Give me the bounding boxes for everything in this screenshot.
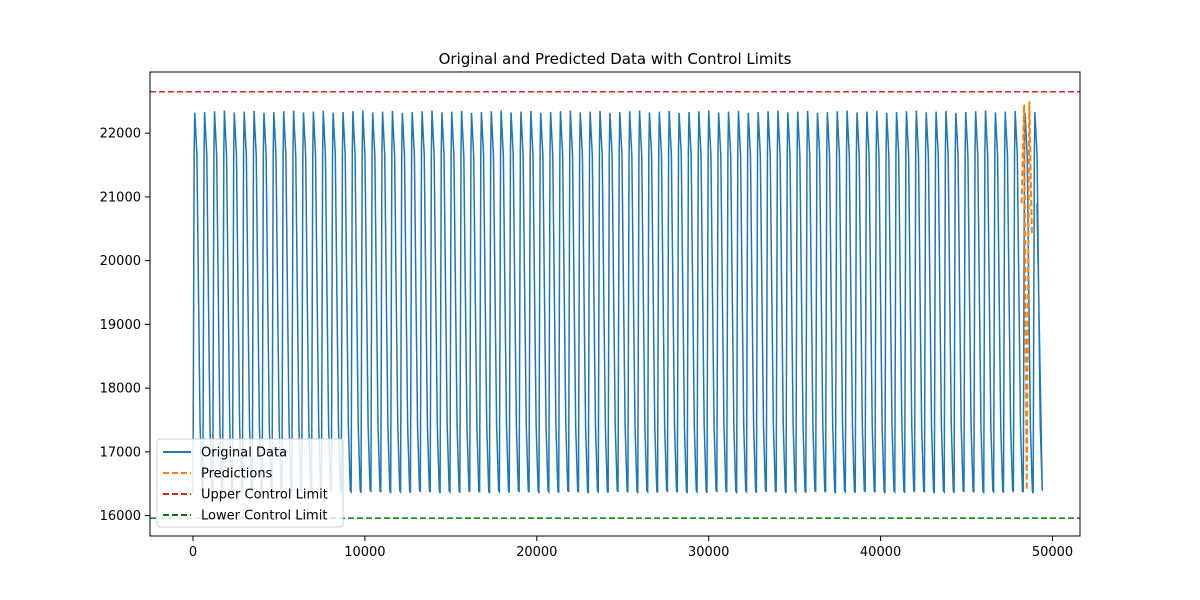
y-tick-label: 22000: [100, 127, 141, 142]
x-tick-label: 50000: [1032, 545, 1073, 560]
series-predictions: [1020, 101, 1033, 491]
legend-box: [156, 438, 344, 528]
legend: Original Data Predictions Upper Control Li…: [156, 438, 344, 528]
chart-title: Original and Predicted Data with Control…: [439, 50, 792, 68]
y-tick-label: 16000: [100, 509, 141, 524]
series-original-data: [192, 110, 1043, 494]
y-tick-label: 20000: [100, 254, 141, 269]
x-axis: 0 10000 20000 30000 40000 50000: [189, 536, 1073, 560]
y-tick-label: 17000: [100, 445, 141, 460]
legend-label: Upper Control Limit: [201, 488, 328, 503]
y-axis: 16000 17000 18000 19000 20000 21000 22000: [100, 127, 150, 524]
y-tick-label: 21000: [100, 190, 141, 205]
plot-frame: [149, 71, 1081, 537]
x-tick-label: 0: [189, 545, 197, 560]
x-tick-label: 20000: [516, 545, 557, 560]
x-tick-label: 10000: [344, 545, 385, 560]
x-tick-label: 30000: [688, 545, 729, 560]
y-tick-label: 19000: [100, 318, 141, 333]
y-tick-label: 18000: [100, 382, 141, 397]
legend-label: Original Data: [201, 446, 287, 461]
legend-label: Predictions: [201, 467, 273, 482]
legend-label: Lower Control Limit: [201, 509, 327, 524]
x-tick-label: 40000: [860, 545, 901, 560]
